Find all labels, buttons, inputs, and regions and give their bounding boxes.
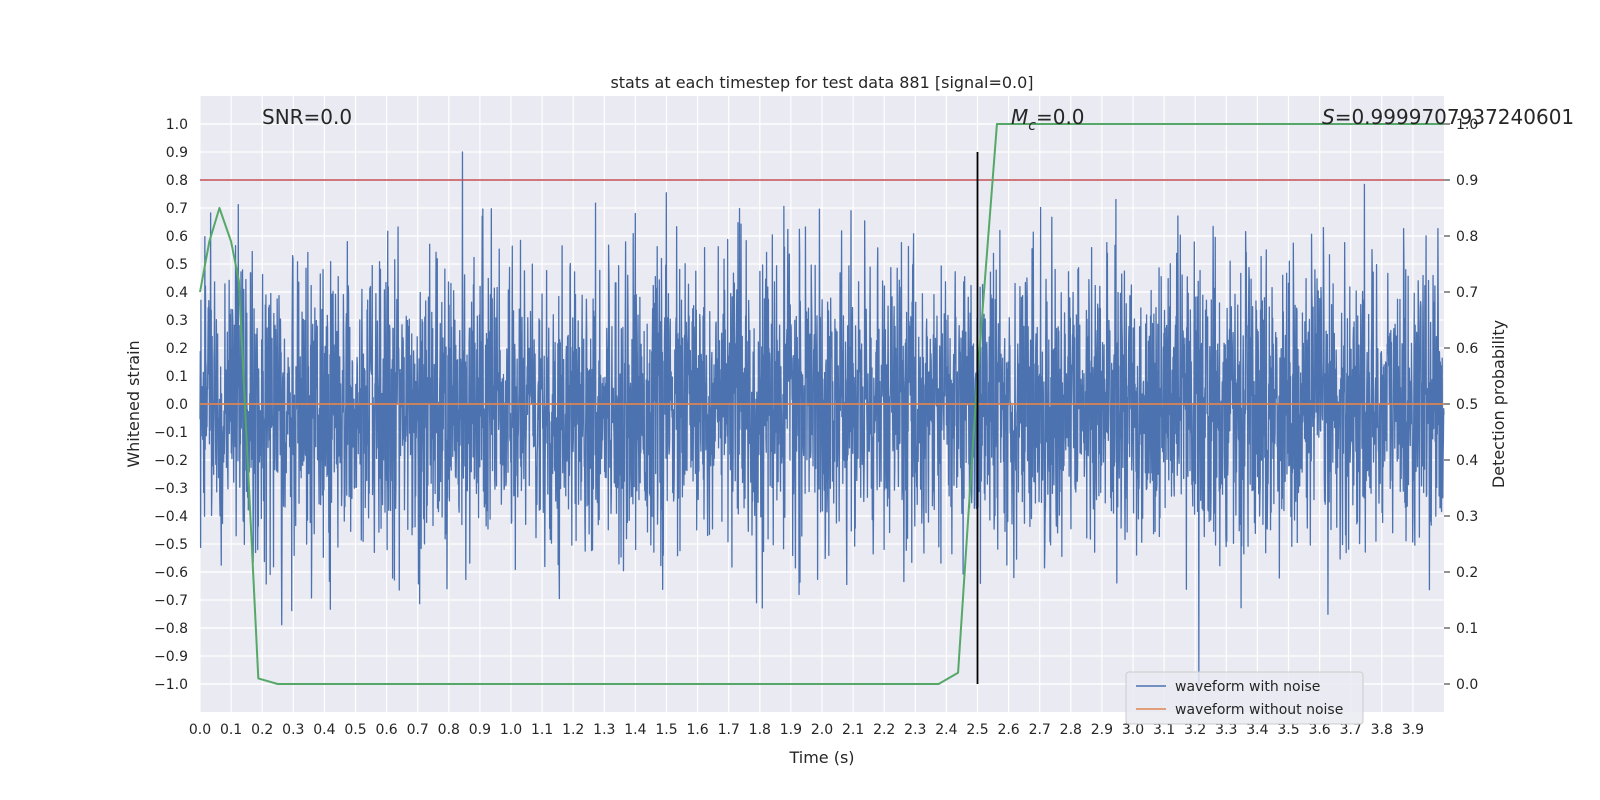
x-tick-label: 3.3 [1215,722,1237,738]
legend: waveform with noise waveform without noi… [1125,671,1364,725]
y2-tick-label: 0.6 [1456,341,1478,357]
x-tick-label: 1.3 [593,722,615,738]
x-tick-label: 0.7 [407,722,429,738]
x-tick-label: 3.5 [1277,722,1299,738]
y-tick-label: −0.8 [154,621,188,637]
y-tick-label: −1.0 [154,677,188,693]
y-tick-label: 0.7 [166,201,188,217]
y2-tick-label: 0.3 [1456,509,1478,525]
x-tick-label: 2.6 [997,722,1019,738]
s-value: =0.9999707937240601 [1335,105,1574,129]
y-tick-label: 0.0 [166,397,188,413]
x-tick-label: 0.8 [438,722,460,738]
x-tick-label: 1.5 [655,722,677,738]
x-tick-label: 2.4 [935,722,957,738]
y-axis-label: Whitened strain [124,340,143,467]
x-tick-label: 1.0 [500,722,522,738]
x-tick-label: 2.1 [842,722,864,738]
x-tick-label: 0.3 [282,722,304,738]
x-tick-label: 3.7 [1340,722,1362,738]
x-tick-label: 2.2 [873,722,895,738]
y2-tick-label: 0.2 [1456,565,1478,581]
y2-tick-label: 0.7 [1456,285,1478,301]
s-symbol: S [1322,105,1335,129]
x-tick-label: 0.4 [313,722,335,738]
x-tick-label: 1.6 [686,722,708,738]
y-tick-label: −0.3 [154,481,188,497]
y-tick-label: 0.5 [166,257,188,273]
y-tick-label: −0.1 [154,425,188,441]
x-tick-label: 2.7 [1029,722,1051,738]
x-tick-label: 2.9 [1091,722,1113,738]
mc-value: =0.0 [1036,105,1085,129]
mc-subscript: c [1028,118,1036,134]
x-tick-label: 2.3 [904,722,926,738]
waveform-with-noise-layer [199,151,1445,685]
y-tick-label: 0.8 [166,173,188,189]
y-tick-label: 0.4 [166,285,188,301]
x-tick-label: 0.6 [375,722,397,738]
legend-box [1125,671,1364,725]
y-tick-label: −0.2 [154,453,188,469]
y-tick-label: −0.7 [154,593,188,609]
y-tick-label: 0.3 [166,313,188,329]
x-tick-label: 1.1 [531,722,553,738]
x-tick-label: 2.0 [811,722,833,738]
y-tick-label: −0.5 [154,537,188,553]
y-tick-label: 0.9 [166,145,188,161]
tick-labels: 0.0 0.1 0.2 0.3 0.4 0.5 0.6 0.7 0.8 0.9 1.0 1.1 1.2 1… [154,117,1478,738]
x-axis-label: Time (s) [788,748,854,767]
x-tick-label: 1.4 [624,722,646,738]
y-tick-label: 0.1 [166,369,188,385]
y-tick-label: −0.6 [154,565,188,581]
x-tick-label: 3.9 [1402,722,1424,738]
series-waveform-with-noise [199,151,1445,685]
legend-label-waveform-without-noise: waveform without noise [1175,702,1343,718]
x-tick-label: 2.5 [966,722,988,738]
x-tick-label: 1.2 [562,722,584,738]
x-tick-label: 0.5 [344,722,366,738]
y-tick-label: −0.9 [154,649,188,665]
x-tick-label: 3.2 [1184,722,1206,738]
x-tick-label: 1.7 [718,722,740,738]
y2-tick-label: 0.0 [1456,677,1478,693]
series-lines-layer [199,123,1444,685]
x-tick-label: 3.6 [1308,722,1330,738]
x-tick-label: 3.0 [1122,722,1144,738]
y2-tick-label: 0.4 [1456,453,1478,469]
mc-symbol: M [1011,105,1028,129]
series-detection-probability [199,123,1444,685]
x-tick-label: 3.4 [1246,722,1268,738]
y2-tick-label: 0.5 [1456,397,1478,413]
x-tick-label: 1.8 [749,722,771,738]
x-tick-label: 0.2 [251,722,273,738]
chart-title: stats at each timestep for test data 881… [610,73,1033,92]
x-tick-label: 1.9 [780,722,802,738]
y2-tick-label: 0.1 [1456,621,1478,637]
y2-tick-label: 0.9 [1456,173,1478,189]
y-tick-label: −0.4 [154,509,188,525]
legend-label-waveform-with-noise: waveform with noise [1175,679,1320,695]
x-tick-label: 0.0 [189,722,211,738]
x-tick-label: 3.8 [1371,722,1393,738]
x-tick-label: 0.9 [469,722,491,738]
snr-annotation: SNR=0.0 [262,105,352,129]
y2-axis-label: Detection probability [1489,320,1508,488]
x-tick-label: 2.8 [1060,722,1082,738]
y-tick-label: 0.2 [166,341,188,357]
y2-tick-label: 1.0 [1456,117,1478,133]
x-tick-label: 3.1 [1153,722,1175,738]
y-tick-label: 0.6 [166,229,188,245]
mc-annotation: Mc=0.0 [1011,105,1085,134]
y2-tick-label: 0.8 [1456,229,1478,245]
x-tick-label: 0.1 [220,722,242,738]
y-tick-label: 1.0 [166,117,188,133]
s-annotation: S=0.9999707937240601 [1322,105,1574,129]
